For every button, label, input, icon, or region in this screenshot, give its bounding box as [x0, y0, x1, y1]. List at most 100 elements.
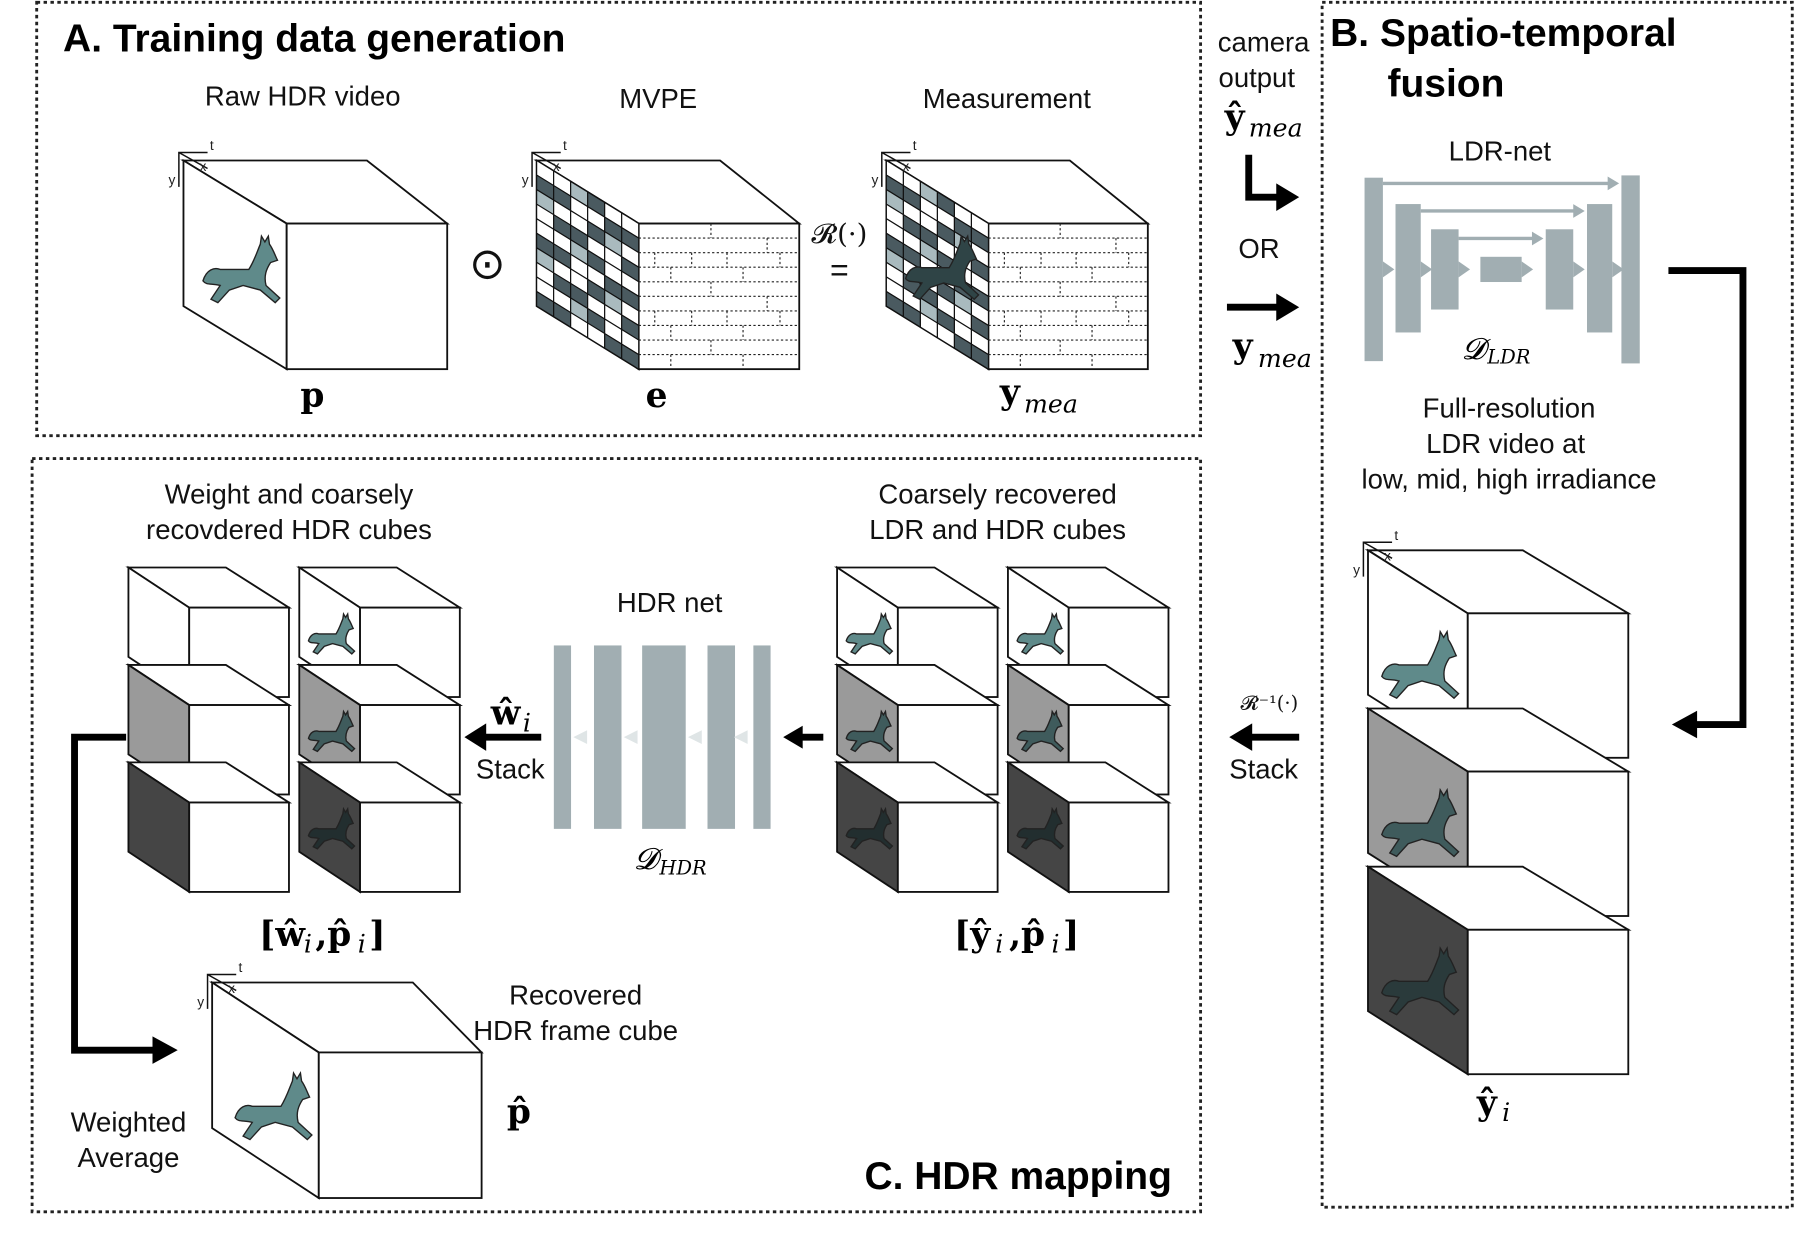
hdr-net-layer — [707, 645, 736, 829]
hdr-net-diagram — [553, 645, 771, 829]
axis-label-y: y — [871, 173, 878, 188]
deer-icon — [1380, 946, 1460, 1016]
symbol-p-hat: p̂ — [507, 1093, 531, 1133]
arrow-camera-output-icon-head — [1276, 183, 1300, 211]
axis-label-t: t — [913, 138, 917, 153]
symbol-w-hat-sub: i — [523, 708, 531, 737]
arrow-weighted-average-icon — [71, 733, 155, 1054]
label-measurement: Measurement — [923, 83, 1092, 114]
axis-indicator: tx y — [197, 960, 242, 1009]
symbol-yhat-i-sub: i — [1502, 1098, 1510, 1127]
right-set-y-sub: i — [995, 930, 1003, 959]
axis-indicator: tx y — [1353, 528, 1398, 577]
symbol-y: y — [999, 373, 1021, 413]
skip-arrow-head — [1573, 204, 1585, 218]
desc-line-3: low, mid, high irradiance — [1362, 463, 1657, 494]
desc-line-1: Full-resolution — [1423, 392, 1596, 423]
axis-lines — [881, 151, 911, 187]
cube-front-face — [285, 222, 449, 371]
axis-label-x: x — [228, 981, 235, 996]
deer-icon — [1016, 806, 1065, 850]
cube-front-face — [188, 801, 290, 893]
hdr-stack-right-layer — [1004, 760, 1172, 894]
ldr-net-layer — [1621, 175, 1640, 364]
deer-icon — [904, 234, 980, 301]
axis-lines — [206, 973, 237, 1009]
weighted-line-1: Weighted — [71, 1107, 187, 1138]
symbol-yhat-i: ŷ — [1476, 1083, 1498, 1123]
cube-mvpe — [533, 158, 802, 371]
axis-label-t: t — [1394, 528, 1398, 543]
axis-label-x: x — [1384, 549, 1391, 564]
deer-icon — [1016, 612, 1065, 655]
axis-label-y: y — [169, 173, 176, 188]
skip-arrow-head — [1531, 231, 1544, 246]
symbol-y-mea-sub: mea — [1258, 344, 1312, 373]
symbol-w-hat: ŵ — [490, 694, 522, 734]
axis-label-x: x — [553, 159, 560, 174]
left-caption-1: Weight and coarsely — [165, 478, 414, 509]
weighted-line-2: Average — [77, 1142, 179, 1173]
symbol-d-hdr-sub: HDR — [658, 857, 706, 880]
label-stack-right: Stack — [1229, 753, 1298, 784]
skip-arrow-head — [1607, 176, 1620, 191]
left-set-w: [ŵ — [259, 915, 306, 955]
axis-label-t: t — [210, 138, 214, 153]
cube-front-face — [317, 1051, 483, 1199]
right-caption-1: Coarsely recovered — [878, 478, 1116, 509]
axis-label-y: y — [522, 173, 529, 188]
deer-icon — [307, 612, 356, 655]
axis-lines — [178, 151, 208, 187]
cube-measurement — [883, 158, 1151, 371]
symbol-p: p — [300, 376, 324, 416]
flow-arrow-head — [733, 730, 748, 745]
cube-front-face — [1466, 928, 1630, 1076]
recovered-line-2: HDR frame cube — [473, 1015, 678, 1046]
label-mvpe: MVPE — [619, 83, 697, 114]
ldr-net-layer — [1395, 204, 1421, 333]
deer-icon — [845, 709, 894, 753]
mask-cell — [621, 343, 640, 371]
label-raw-hdr-video: Raw HDR video — [205, 80, 401, 111]
ldr-net-layer — [1431, 229, 1459, 310]
deer-icon — [202, 234, 281, 304]
arrow-weighted-average-icon-head — [152, 1036, 178, 1064]
axis-label-t: t — [563, 138, 567, 153]
right-set-p: ,p̂ — [1009, 915, 1045, 955]
flow-arrow-head — [688, 730, 702, 745]
arrow-to-stack-icon-head — [1671, 710, 1698, 739]
flow-arrow-head — [573, 730, 588, 745]
arrow-to-stack-icon — [1668, 267, 1747, 728]
axis-lines — [1362, 541, 1393, 577]
deer-icon — [307, 709, 356, 753]
panel-b-border — [1320, 0, 1794, 1209]
axis-lines — [531, 151, 562, 187]
axis-indicator: tx y — [871, 138, 916, 187]
flow-arrow-head — [1382, 261, 1395, 278]
cube-raw-hdr-video — [180, 158, 450, 371]
symbol-d-ldr-sub: LDR — [1486, 345, 1530, 368]
hadamard-operator: ⊙ — [469, 241, 506, 289]
recovered-line-1: Recovered — [509, 979, 642, 1010]
desc-line-2: LDR video at — [1426, 428, 1585, 459]
panel-c-title: C. HDR mapping — [864, 1155, 1171, 1198]
label-stack-left: Stack — [476, 753, 545, 784]
deer-icon — [845, 806, 894, 850]
arrow-stack-right-icon-head — [1229, 723, 1253, 751]
hdr-stack-left-layer — [296, 760, 463, 894]
axis-label-t: t — [239, 960, 243, 975]
deer-icon — [1380, 629, 1460, 700]
deer-icon — [307, 806, 356, 850]
cube-front-face — [896, 801, 999, 893]
panel-a-title: A. Training data generation — [63, 18, 565, 61]
ldr-stack-layer — [834, 760, 1001, 894]
label-camera: camera — [1218, 27, 1310, 58]
equals-sign: = — [830, 252, 849, 288]
weight-stack-layer — [125, 760, 293, 894]
inverse-resize-operator: 𝓡⁻¹(·) — [1241, 692, 1299, 715]
arrow-camera-output-icon — [1245, 154, 1279, 201]
hdr-net-layer — [642, 645, 686, 829]
right-set-p-sub: i — [1052, 930, 1060, 959]
